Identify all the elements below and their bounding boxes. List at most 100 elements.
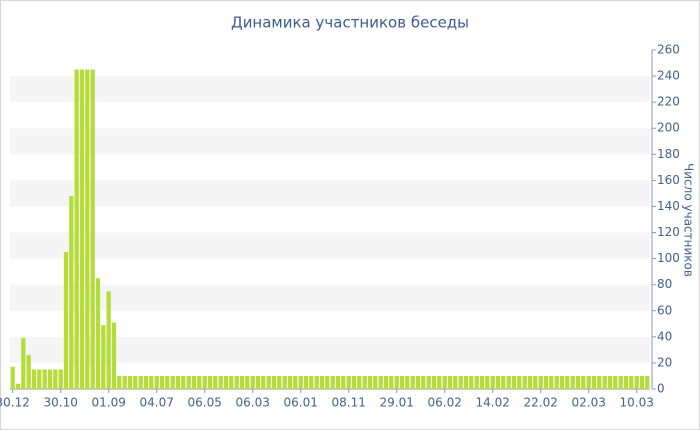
bar xyxy=(442,375,447,389)
y-axis-label: Число участников xyxy=(682,163,696,277)
y-tick-label: 40 xyxy=(657,329,672,343)
bar xyxy=(42,369,47,389)
bar xyxy=(639,375,645,389)
bar xyxy=(202,375,207,389)
bar xyxy=(581,375,586,389)
bar xyxy=(53,369,58,389)
x-tick-label: 06.01 xyxy=(283,396,317,410)
x-tick-label: 29.01 xyxy=(379,396,413,410)
bar xyxy=(485,375,490,389)
bar xyxy=(21,338,26,389)
x-tick-label: 10.03 xyxy=(619,396,653,410)
bar xyxy=(405,375,410,389)
bar xyxy=(570,375,575,389)
y-tick-label: 220 xyxy=(657,95,680,109)
bar xyxy=(319,375,325,389)
bar xyxy=(282,375,287,389)
bar xyxy=(495,375,501,389)
bar xyxy=(522,375,527,389)
bar xyxy=(101,325,106,389)
y-tick-label: 0 xyxy=(657,382,665,396)
y-tick-label: 200 xyxy=(657,121,680,135)
bar xyxy=(37,369,42,389)
bar xyxy=(122,375,127,389)
x-tick-label: 06.02 xyxy=(427,396,461,410)
bar xyxy=(325,375,330,389)
bar xyxy=(207,375,213,389)
bar xyxy=(127,375,133,389)
bar xyxy=(399,375,405,389)
bar xyxy=(229,375,234,389)
bar xyxy=(479,375,485,389)
bar xyxy=(431,375,437,389)
bar xyxy=(15,383,21,389)
bar xyxy=(586,375,591,389)
bar xyxy=(314,375,319,389)
bar xyxy=(527,375,533,389)
bar xyxy=(501,375,506,389)
bar xyxy=(378,375,383,389)
bar xyxy=(298,375,303,389)
bar xyxy=(106,291,111,389)
grid-band xyxy=(10,336,650,363)
bar xyxy=(186,375,191,389)
x-tick-label: 30.12 xyxy=(0,396,30,410)
bar xyxy=(277,375,282,389)
y-tick-label: 160 xyxy=(657,173,680,187)
bar xyxy=(549,375,554,389)
bar xyxy=(143,375,149,389)
bar xyxy=(447,375,453,389)
bar xyxy=(26,355,31,389)
bar xyxy=(629,375,634,389)
bar xyxy=(394,375,399,389)
bar xyxy=(90,69,95,390)
bar xyxy=(117,375,122,389)
bar xyxy=(287,375,293,389)
bar xyxy=(373,375,378,389)
bar xyxy=(538,375,543,389)
bar xyxy=(543,375,549,389)
bar xyxy=(618,375,623,389)
bar xyxy=(490,375,495,389)
bar xyxy=(367,375,373,389)
bar xyxy=(335,375,341,389)
bar xyxy=(357,375,362,389)
bar xyxy=(31,369,37,389)
bar xyxy=(613,375,618,389)
x-tick-label: 08.11 xyxy=(331,396,365,410)
x-tick-label: 01.09 xyxy=(91,396,125,410)
bar xyxy=(245,375,250,389)
bar xyxy=(197,375,202,389)
bar xyxy=(149,375,154,389)
bar xyxy=(138,375,143,389)
bar xyxy=(597,375,602,389)
bar xyxy=(421,375,426,389)
y-tick-label: 260 xyxy=(657,43,680,57)
bar xyxy=(170,375,175,389)
y-tick-label: 60 xyxy=(657,303,672,317)
bar xyxy=(645,375,650,389)
bar xyxy=(437,375,442,389)
y-tick-label: 100 xyxy=(657,251,680,265)
bar xyxy=(95,278,101,389)
bar xyxy=(623,375,629,389)
bar xyxy=(469,375,474,389)
grid-band xyxy=(10,232,650,259)
bar xyxy=(559,375,565,389)
bar xyxy=(565,375,570,389)
bar xyxy=(346,375,351,389)
y-tick-label: 80 xyxy=(657,277,672,291)
bar xyxy=(234,375,239,389)
grid-band xyxy=(10,284,650,311)
bar xyxy=(458,375,463,389)
bar xyxy=(303,375,309,389)
bar xyxy=(533,375,538,389)
bar xyxy=(69,196,74,389)
bar xyxy=(463,375,469,389)
y-tick-label: 140 xyxy=(657,199,680,213)
bar xyxy=(453,375,458,389)
bar xyxy=(426,375,431,389)
bar xyxy=(255,375,261,389)
bar xyxy=(74,69,79,390)
